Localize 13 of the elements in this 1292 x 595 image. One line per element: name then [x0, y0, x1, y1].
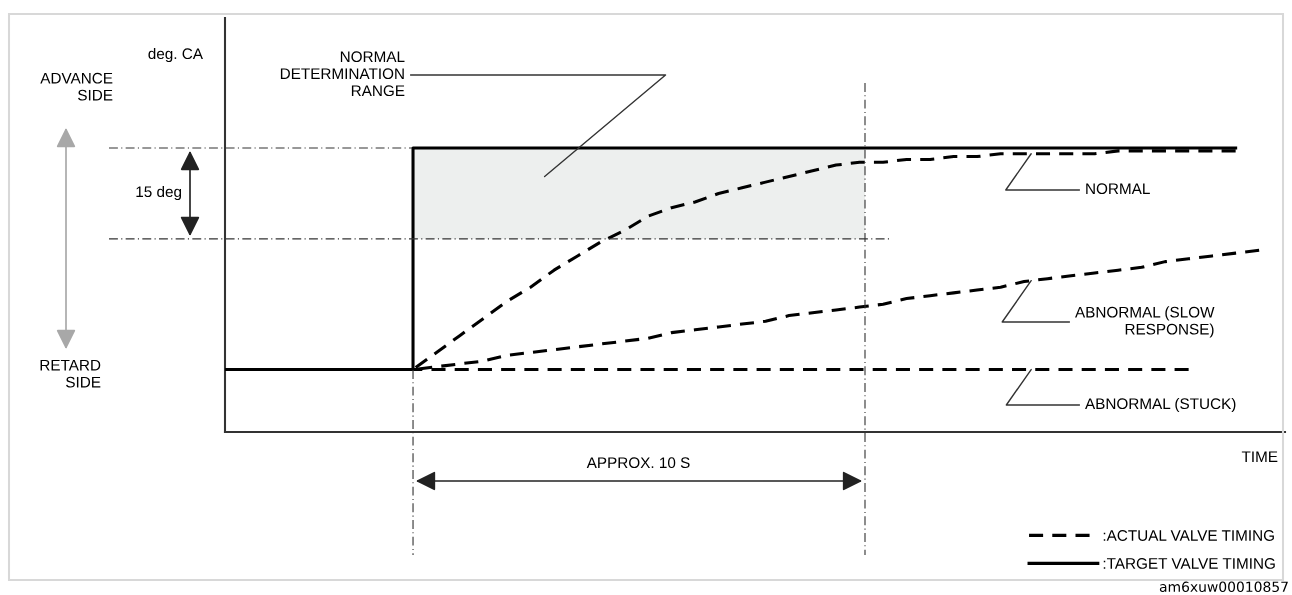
text: 15 deg [136, 185, 182, 201]
x-axis-title: TIME [1241, 451, 1278, 462]
text: am6xuw00010857 [1159, 581, 1288, 593]
series-label: NORMAL [1086, 183, 1150, 195]
text: deg. CA [148, 47, 203, 63]
series-label: ABNORMAL (STUCK) [1085, 397, 1236, 413]
text: ADVANCE SIDE [40, 72, 113, 101]
text: :ACTUAL VALVE TIMING [1103, 530, 1274, 541]
text: RETARD SIDE [40, 359, 101, 388]
text: ABNORMAL (SLOW RESPONSE) [1075, 306, 1215, 338]
legend-label: :TARGET VALVE TIMING [1103, 558, 1275, 569]
text: APPROX. 10 S [586, 457, 690, 469]
band-label: NORMAL DETERMINATION RANGE [280, 51, 405, 97]
